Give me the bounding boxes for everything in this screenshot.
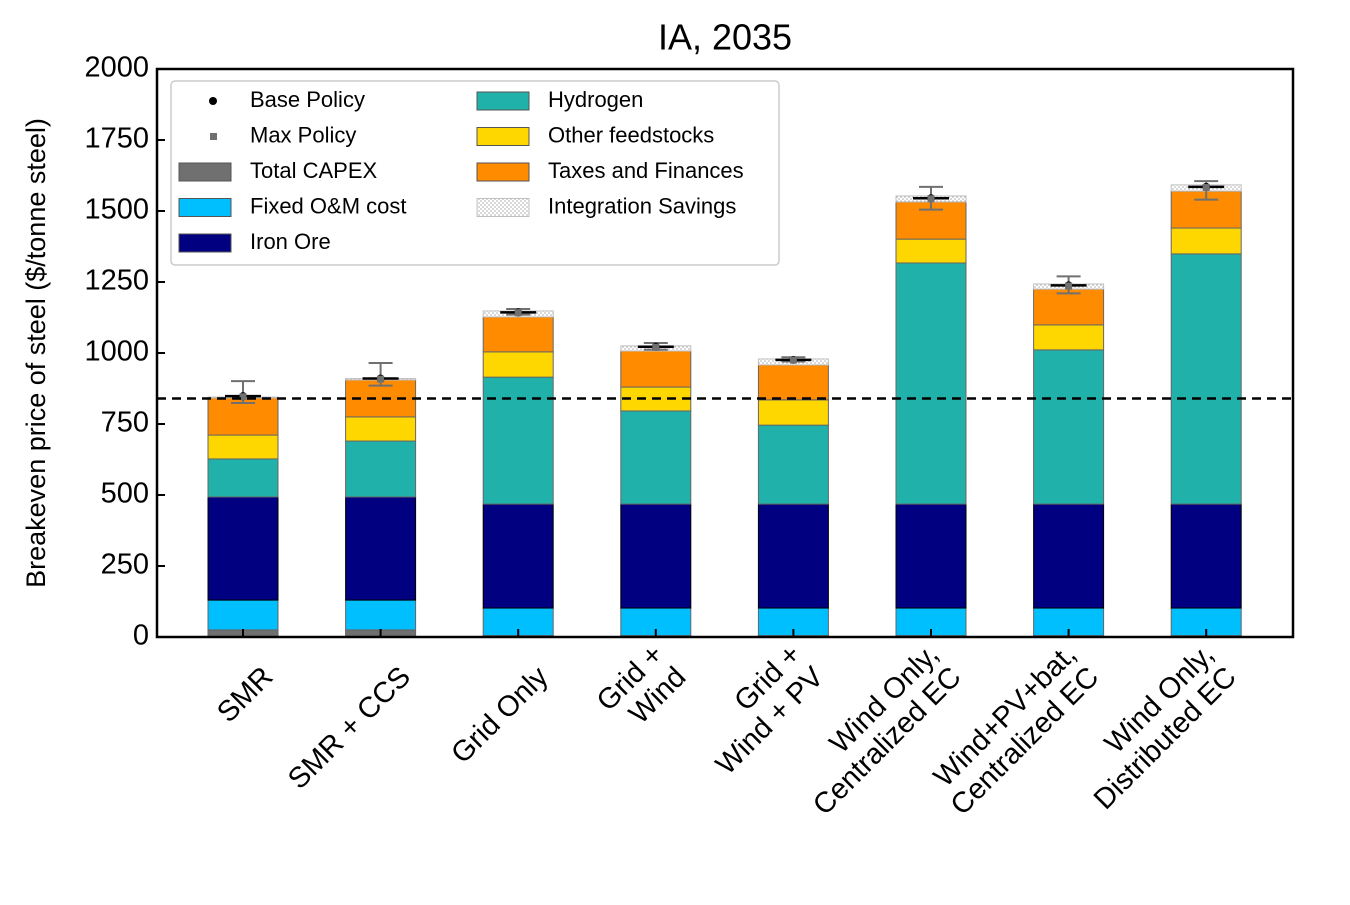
bar-segment [345,440,417,498]
bar-segment [1033,349,1105,505]
bar-segment [207,496,279,601]
legend-marker [209,97,217,105]
bar-segment [345,496,417,601]
legend-label: Taxes and Finances [548,158,744,183]
legend-label: Max Policy [250,122,356,147]
point-marker [377,375,385,383]
bar-segment [1170,253,1242,505]
legend-label: Other feedstocks [548,122,714,147]
bar-segment [757,424,829,505]
legend-swatch [178,233,232,253]
bar-segment [620,410,692,505]
point-marker [1202,183,1210,191]
y-tick-label: 2000 [84,52,149,84]
legend-marker [210,133,217,140]
bar-segment [1170,503,1242,609]
x-tick-label: SMR + CCS [282,661,417,796]
bar-segment [482,351,554,378]
bar-segment [620,350,692,388]
legend: Base Policy Max Policy Total CAPEX Fixed O&… [170,80,780,266]
y-tick-label: 500 [101,478,149,510]
bar-segment [482,376,554,505]
legend-box [170,80,780,266]
y-tick-label: 1000 [84,336,149,368]
legend-label: Hydrogen [548,87,643,112]
legend-label: Base Policy [250,87,365,112]
bar-segment [757,364,829,401]
bar-segment [895,262,967,505]
bar-segment [1033,324,1105,351]
x-tick-label: SMR [211,661,279,729]
x-tick-label: Grid +Wind [591,638,693,740]
legend-swatch [476,91,530,111]
legend-label: Fixed O&M cost [250,193,406,218]
y-tick-label: 0 [133,620,149,652]
legend-label: Integration Savings [548,193,736,218]
plot-frame [155,67,1295,639]
legend-label: Total CAPEX [250,158,377,183]
legend-swatch [178,162,232,182]
bar-segment [482,316,554,353]
bar-segment [482,503,554,609]
point-marker [1065,282,1073,290]
y-tick-label: 1250 [84,265,149,297]
bar-segment [895,238,967,264]
x-tick-label: Grid Only [445,660,555,770]
bar-segment [620,503,692,609]
y-axis-label: Breakeven price of steel ($/tonne steel) [21,118,51,588]
chart-title: IA, 2035 [658,17,792,58]
bar-segment [207,599,279,631]
bar-segment [1033,288,1105,326]
bar-segment [345,599,417,631]
y-tick-label: 250 [101,549,149,581]
bar-segment [345,416,417,442]
legend-swatch [476,198,530,217]
legend-swatch [476,127,530,146]
x-tick-label: Wind Only,Distributed EC [1065,638,1242,815]
bar-segment [757,399,829,426]
bar-segment [207,458,279,498]
point-marker [652,343,660,351]
point-marker [239,393,247,401]
bar-segment [207,397,279,436]
y-tick-label: 1500 [84,194,149,226]
x-tick-label: Grid +Wind + PV [687,638,830,781]
bar-segment [1033,503,1105,609]
legend-label: Iron Ore [250,229,331,254]
point-marker [514,309,522,317]
point-marker [927,195,935,203]
bar-segment [757,503,829,609]
legend-swatch [476,162,530,182]
legend-swatch [178,198,232,217]
y-tick-label: 1750 [84,123,149,155]
y-tick-label: 750 [101,407,149,439]
bar-segment [1170,227,1242,255]
point-marker [789,356,797,364]
bar-segment [895,503,967,609]
bar-segment [207,434,279,460]
